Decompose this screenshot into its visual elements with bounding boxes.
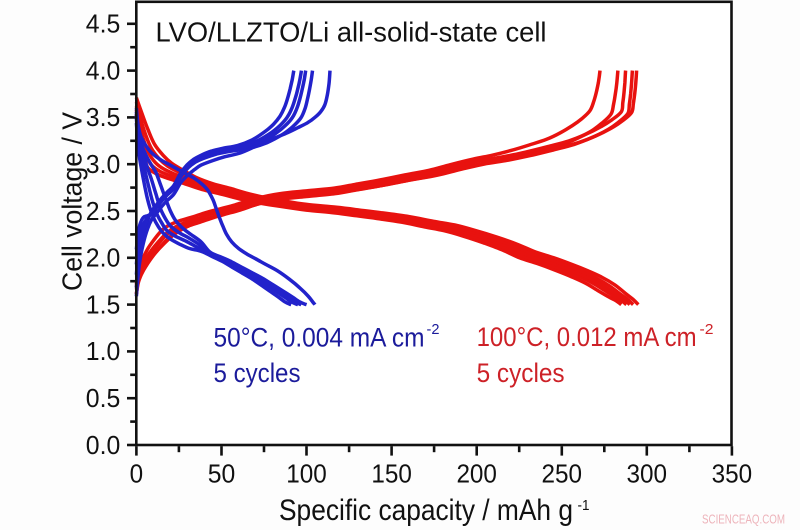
svg-text:0: 0 [130, 459, 144, 489]
svg-text:5 cycles: 5 cycles [477, 358, 565, 388]
svg-text:4.5: 4.5 [86, 9, 121, 39]
svg-text:4.0: 4.0 [86, 55, 121, 85]
svg-text:100°C, 0.012 mA cm: 100°C, 0.012 mA cm [477, 322, 697, 352]
svg-text:Specific capacity / mAh g: Specific capacity / mAh g [279, 494, 573, 527]
svg-text:2.0: 2.0 [86, 243, 121, 273]
svg-text:0.0: 0.0 [86, 430, 121, 460]
svg-text:1.5: 1.5 [86, 289, 121, 319]
svg-text:LVO/LLZTO/Li all-solid-state c: LVO/LLZTO/Li all-solid-state cell [156, 17, 547, 48]
svg-text:-2: -2 [700, 321, 714, 338]
svg-text:50: 50 [208, 459, 236, 489]
svg-text:200: 200 [456, 459, 497, 489]
svg-text:2.5: 2.5 [86, 196, 121, 226]
svg-text:-2: -2 [427, 321, 440, 338]
svg-text:3.5: 3.5 [86, 102, 121, 132]
svg-text:100: 100 [286, 459, 327, 489]
svg-text:50°C, 0.004 mA cm: 50°C, 0.004 mA cm [214, 322, 425, 352]
svg-text:0.5: 0.5 [86, 383, 121, 413]
svg-text:SCIENCEAQ.COM: SCIENCEAQ.COM [702, 513, 785, 527]
svg-text:-1: -1 [578, 497, 590, 514]
svg-text:350: 350 [712, 459, 753, 489]
svg-text:Cell voltage / V: Cell voltage / V [57, 112, 88, 291]
svg-text:300: 300 [627, 459, 668, 489]
svg-text:5 cycles: 5 cycles [214, 358, 301, 388]
svg-text:1.0: 1.0 [86, 336, 121, 366]
svg-text:150: 150 [371, 459, 412, 489]
svg-text:3.0: 3.0 [86, 149, 121, 179]
svg-text:250: 250 [542, 459, 583, 489]
